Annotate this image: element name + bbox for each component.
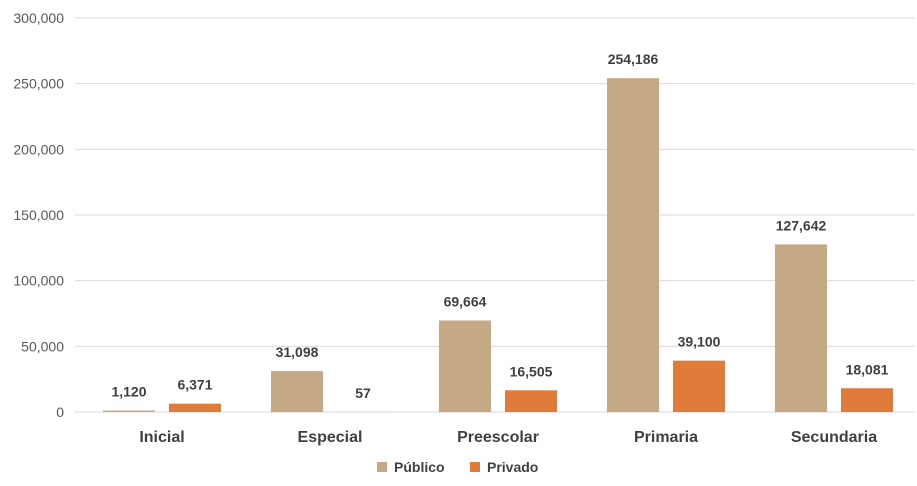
data-label: 254,186	[608, 51, 659, 67]
bar-publico	[439, 321, 491, 412]
y-tick-label: 100,000	[13, 273, 64, 289]
data-labels: 1,120 6,371 31,098 57 69,664 16,505 254,186 39,…	[111, 51, 888, 401]
data-label: 57	[355, 385, 371, 401]
y-tick-label: 300,000	[13, 10, 64, 26]
bar-privado	[673, 361, 725, 412]
data-label: 6,371	[177, 377, 212, 393]
bars	[103, 78, 893, 412]
category-label: Secundaria	[791, 429, 877, 446]
data-label: 69,664	[444, 294, 487, 310]
category-label: Preescolar	[457, 429, 539, 446]
y-tick-label: 150,000	[13, 207, 64, 223]
y-tick-label: 250,000	[13, 76, 64, 92]
legend-label: Público	[394, 459, 445, 475]
legend: Público Privado	[377, 459, 538, 475]
data-label: 127,642	[776, 217, 827, 233]
x-axis-category-labels: Inicial Especial Preescolar Primaria Secunda…	[139, 429, 877, 446]
bar-publico	[607, 78, 659, 412]
category-label: Primaria	[634, 429, 698, 446]
bar-privado	[505, 390, 557, 412]
data-label: 16,505	[510, 363, 553, 379]
bar-privado	[841, 388, 893, 412]
category-label: Inicial	[139, 429, 184, 446]
legend-swatch	[377, 462, 387, 472]
bar-publico	[103, 411, 155, 412]
y-tick-label: 50,000	[21, 338, 64, 354]
y-axis-tick-labels: 0 50,000 100,000 150,000 200,000 250,000 300,0…	[13, 10, 64, 420]
legend-label: Privado	[487, 459, 538, 475]
bar-publico	[271, 371, 323, 412]
data-label: 1,120	[111, 384, 146, 400]
legend-swatch	[470, 462, 480, 472]
bar-publico	[775, 244, 827, 412]
bar-privado	[169, 404, 221, 412]
y-tick-label: 200,000	[13, 141, 64, 157]
data-label: 39,100	[678, 334, 721, 350]
category-label: Especial	[298, 429, 363, 446]
y-tick-label: 0	[56, 404, 64, 420]
data-label: 18,081	[846, 361, 889, 377]
data-label: 31,098	[276, 344, 319, 360]
